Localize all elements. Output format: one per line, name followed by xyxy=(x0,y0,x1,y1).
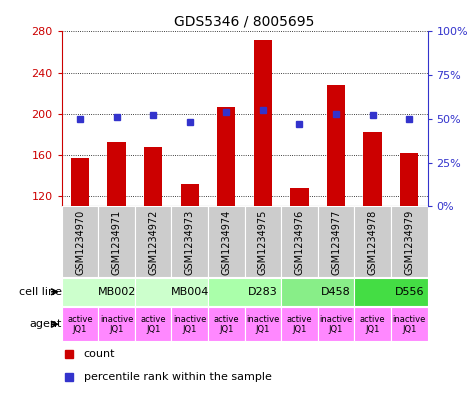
Text: inactive
JQ1: inactive JQ1 xyxy=(319,314,353,334)
Text: D283: D283 xyxy=(248,287,278,297)
Text: GSM1234976: GSM1234976 xyxy=(294,210,304,275)
Bar xyxy=(391,307,428,341)
Bar xyxy=(290,188,309,320)
Bar xyxy=(107,141,126,320)
Bar xyxy=(391,206,428,277)
Text: inactive
JQ1: inactive JQ1 xyxy=(246,314,280,334)
Text: active
JQ1: active JQ1 xyxy=(67,314,93,334)
Text: active
JQ1: active JQ1 xyxy=(360,314,385,334)
Text: inactive
JQ1: inactive JQ1 xyxy=(173,314,207,334)
Bar xyxy=(171,206,208,277)
Bar xyxy=(62,277,135,306)
Bar xyxy=(254,40,272,320)
Bar xyxy=(281,206,318,277)
Bar xyxy=(135,206,171,277)
Text: D458: D458 xyxy=(321,287,351,297)
Text: MB004: MB004 xyxy=(171,287,209,297)
Bar xyxy=(217,107,236,320)
Bar xyxy=(62,307,98,341)
Text: GSM1234978: GSM1234978 xyxy=(368,210,378,275)
Bar xyxy=(62,206,98,277)
Bar xyxy=(281,307,318,341)
Bar xyxy=(363,132,382,320)
Text: GSM1234974: GSM1234974 xyxy=(221,210,231,275)
Bar xyxy=(208,206,245,277)
Text: GSM1234979: GSM1234979 xyxy=(404,210,414,275)
Text: GSM1234970: GSM1234970 xyxy=(75,210,85,275)
Text: agent: agent xyxy=(29,319,62,329)
Bar xyxy=(281,277,354,306)
Bar xyxy=(98,307,135,341)
Bar xyxy=(171,307,208,341)
Text: GSM1234971: GSM1234971 xyxy=(112,210,122,275)
Bar xyxy=(135,277,208,306)
Bar xyxy=(354,307,391,341)
Title: GDS5346 / 8005695: GDS5346 / 8005695 xyxy=(174,15,315,29)
Text: cell line: cell line xyxy=(19,287,62,297)
Text: active
JQ1: active JQ1 xyxy=(214,314,239,334)
Text: inactive
JQ1: inactive JQ1 xyxy=(100,314,133,334)
Text: GSM1234973: GSM1234973 xyxy=(185,210,195,275)
Bar xyxy=(400,153,418,320)
Bar xyxy=(318,206,354,277)
Text: GSM1234972: GSM1234972 xyxy=(148,210,158,275)
Text: GSM1234975: GSM1234975 xyxy=(258,210,268,275)
Bar xyxy=(354,206,391,277)
Text: active
JQ1: active JQ1 xyxy=(287,314,312,334)
Bar xyxy=(144,147,162,320)
Bar xyxy=(98,206,135,277)
Text: GSM1234977: GSM1234977 xyxy=(331,210,341,275)
Bar xyxy=(245,206,281,277)
Bar xyxy=(245,307,281,341)
Text: MB002: MB002 xyxy=(97,287,136,297)
Text: inactive
JQ1: inactive JQ1 xyxy=(392,314,426,334)
Bar xyxy=(208,307,245,341)
Text: percentile rank within the sample: percentile rank within the sample xyxy=(84,372,272,382)
Bar xyxy=(354,277,428,306)
Bar xyxy=(71,158,89,320)
Bar xyxy=(135,307,171,341)
Bar xyxy=(208,277,281,306)
Bar xyxy=(180,184,199,320)
Text: active
JQ1: active JQ1 xyxy=(141,314,166,334)
Text: D556: D556 xyxy=(394,287,424,297)
Text: count: count xyxy=(84,349,115,359)
Bar xyxy=(318,307,354,341)
Bar xyxy=(327,85,345,320)
